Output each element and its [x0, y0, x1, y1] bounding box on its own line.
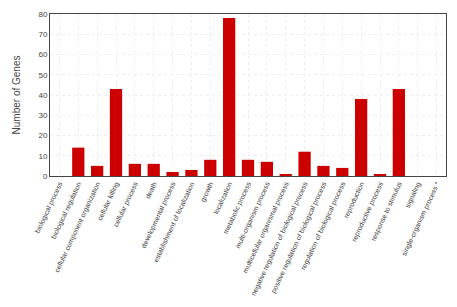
svg-text:reproduction: reproduction [342, 181, 366, 220]
svg-text:80: 80 [38, 10, 47, 19]
svg-text:growth: growth [199, 181, 215, 204]
svg-text:localization: localization [212, 181, 233, 215]
svg-text:cellular killing: cellular killing [96, 181, 121, 222]
svg-text:70: 70 [38, 30, 47, 39]
svg-text:single-organism process *: single-organism process * [400, 181, 441, 258]
svg-text:Number of Genes: Number of Genes [11, 56, 22, 135]
svg-text:negative regulation of biologi: negative regulation of biological proces… [250, 180, 310, 297]
svg-text:positive regulation of biologi: positive regulation of biological proces… [270, 180, 329, 294]
svg-text:cellular process: cellular process [112, 180, 140, 228]
svg-text:multi-organism process: multi-organism process [234, 180, 272, 249]
svg-text:50: 50 [38, 71, 47, 80]
svg-text:response to stimulus: response to stimulus [369, 180, 404, 242]
svg-text:cellular component organizatio: cellular component organization [53, 181, 102, 274]
svg-text:biological regulation: biological regulation [50, 181, 83, 241]
svg-text:10: 10 [38, 152, 47, 161]
svg-text:multicellular organismal proce: multicellular organismal process [241, 180, 291, 274]
svg-text:developmental process: developmental process [140, 180, 178, 249]
svg-text:20: 20 [38, 131, 47, 140]
svg-text:40: 40 [38, 91, 47, 100]
svg-text:establishment of localization: establishment of localization [152, 181, 195, 263]
svg-text:30: 30 [38, 111, 47, 120]
svg-text:signaling: signaling [404, 181, 423, 210]
svg-text:regulation of biological proce: regulation of biological process [299, 180, 347, 271]
svg-text:reproductive process: reproductive process [350, 180, 385, 243]
svg-text:metabolic process: metabolic process [222, 180, 253, 235]
svg-text:60: 60 [38, 50, 47, 59]
svg-text:0: 0 [43, 172, 48, 181]
svg-text:biological process: biological process [34, 180, 65, 234]
svg-text:death: death [144, 181, 158, 200]
